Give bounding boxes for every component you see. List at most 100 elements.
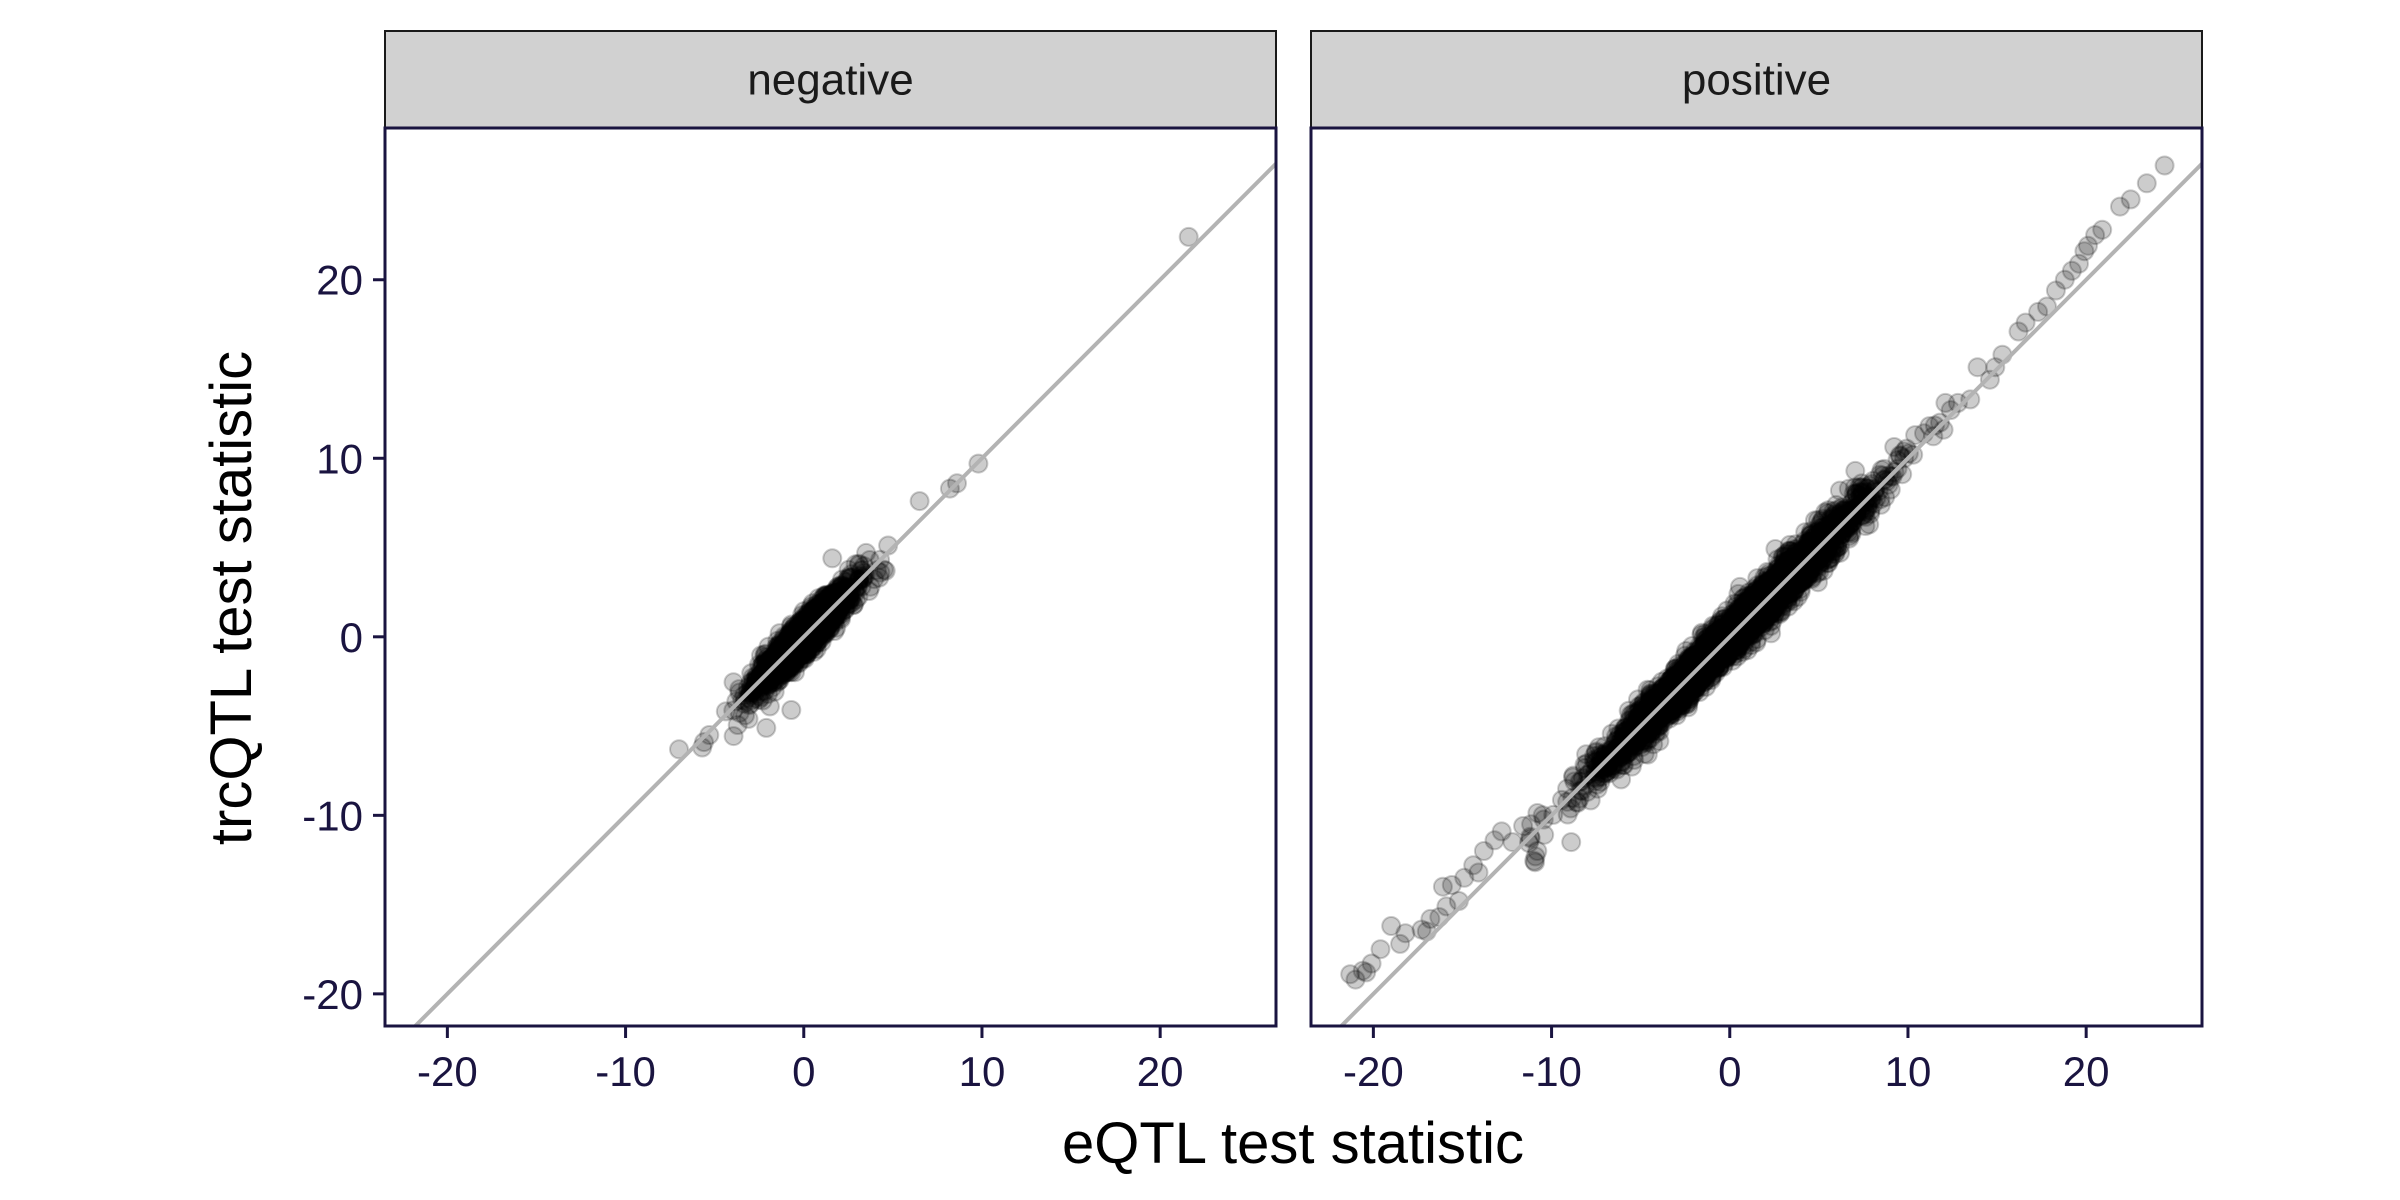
data-point — [792, 632, 813, 653]
data-point — [836, 572, 857, 592]
data-point — [729, 679, 750, 700]
data-point — [831, 594, 852, 614]
data-point — [723, 726, 744, 747]
data-point — [752, 654, 773, 675]
y-tick-label: -10 — [302, 792, 363, 839]
data-point — [785, 621, 806, 642]
data-point — [770, 664, 791, 685]
data-point — [788, 635, 809, 656]
facet-label: positive — [1682, 56, 1831, 105]
data-point — [818, 596, 839, 617]
data-point — [826, 617, 847, 638]
data-point — [792, 634, 813, 654]
data-point — [801, 639, 822, 660]
data-point — [804, 619, 824, 640]
data-point — [801, 607, 821, 628]
data-point — [826, 579, 847, 600]
data-point — [795, 630, 816, 651]
data-point — [797, 619, 818, 640]
data-point — [814, 593, 835, 614]
data-point — [800, 615, 821, 636]
data-point — [785, 631, 806, 652]
y-tick-label: 10 — [316, 435, 363, 482]
data-point — [788, 636, 809, 657]
data-point — [793, 633, 814, 654]
data-point — [860, 576, 881, 597]
data-point — [837, 569, 858, 589]
data-point — [799, 626, 820, 647]
data-point — [795, 642, 816, 662]
data-point — [782, 651, 802, 672]
data-point — [778, 637, 799, 658]
data-point — [795, 629, 816, 650]
data-point — [766, 666, 787, 687]
data-point — [753, 662, 774, 683]
data-point — [778, 638, 799, 659]
data-point — [810, 598, 831, 619]
data-point — [787, 638, 808, 659]
data-point — [810, 605, 831, 626]
data-point — [784, 641, 805, 662]
data-point — [746, 677, 767, 698]
data-point — [827, 605, 848, 626]
data-point — [805, 610, 826, 630]
data-point — [737, 677, 758, 698]
data-point — [755, 669, 776, 690]
data-point — [796, 606, 817, 626]
data-point — [834, 600, 855, 620]
data-point — [809, 629, 830, 650]
data-point — [760, 664, 781, 685]
data-point — [815, 608, 836, 629]
data-point — [802, 637, 823, 658]
data-point — [791, 633, 812, 654]
data-point — [795, 643, 816, 664]
data-point — [822, 593, 843, 614]
data-point — [793, 622, 814, 643]
data-point — [801, 598, 821, 619]
data-point — [798, 617, 819, 638]
data-point — [774, 651, 795, 672]
data-point — [769, 657, 790, 678]
data-point — [820, 596, 841, 617]
data-point — [804, 628, 824, 649]
data-point — [770, 656, 791, 676]
data-point — [826, 598, 847, 619]
data-point — [775, 660, 796, 680]
data-point — [786, 646, 807, 667]
data-point — [829, 595, 850, 616]
data-point — [756, 717, 777, 738]
data-point — [798, 626, 819, 647]
data-point — [767, 639, 788, 660]
data-point — [760, 665, 781, 686]
data-point — [821, 584, 842, 605]
data-point — [774, 643, 795, 664]
data-point — [748, 678, 769, 699]
data-point — [779, 643, 800, 664]
data-point — [797, 620, 818, 641]
data-point — [758, 665, 779, 686]
data-point — [820, 614, 841, 635]
data-point — [790, 643, 811, 664]
data-point — [778, 624, 799, 645]
data-point — [798, 625, 819, 646]
data-point — [759, 696, 780, 717]
data-point — [787, 629, 808, 650]
data-point — [800, 615, 821, 635]
data-point — [794, 631, 815, 652]
data-point — [794, 648, 815, 669]
data-point — [782, 634, 803, 654]
data-point — [797, 640, 818, 661]
data-point — [781, 614, 802, 635]
data-point — [822, 585, 842, 606]
data-point — [769, 655, 790, 676]
data-point — [812, 604, 833, 625]
data-point — [832, 569, 852, 590]
data-point — [769, 669, 790, 690]
data-point — [804, 612, 825, 633]
data-point — [769, 654, 790, 675]
x-tick-label: -20 — [417, 1048, 478, 1095]
data-point — [814, 623, 835, 644]
data-point — [793, 624, 814, 645]
data-point — [770, 645, 791, 666]
data-point — [811, 605, 832, 626]
